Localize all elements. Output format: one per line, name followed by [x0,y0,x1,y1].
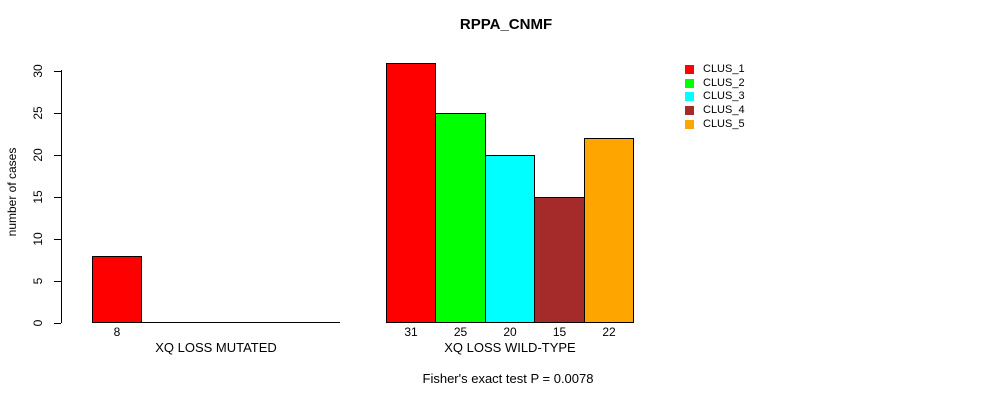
group-label: XQ LOSS WILD-TYPE [444,340,576,355]
bar-value-label: 31 [404,325,418,339]
y-tick [54,281,61,282]
bar [485,155,535,323]
y-tick [54,239,61,240]
legend-label: CLUS_2 [703,77,745,89]
y-tick [54,71,61,72]
bar-zero-line [290,322,340,323]
bar [534,197,585,323]
y-tick-label: 10 [31,232,45,246]
group-label: XQ LOSS MUTATED [155,340,277,355]
bar-value-label: 15 [552,325,567,339]
legend-label: CLUS_4 [703,104,745,116]
legend-label: CLUS_1 [703,63,745,75]
bar [584,138,634,323]
bar-value-label: 8 [113,325,121,339]
y-axis-label: number of cases [5,147,19,237]
bar [92,256,142,323]
legend-swatch [685,120,694,129]
y-tick [54,197,61,198]
bar-zero-line [191,322,241,323]
y-tick [54,113,61,114]
bar-zero-line [141,322,192,323]
chart-title: RPPA_CNMF [459,16,553,33]
legend-label: CLUS_5 [703,118,745,130]
y-axis-line [61,70,62,323]
legend-swatch [685,79,694,88]
bar [435,113,486,323]
bar [386,63,436,323]
y-tick-label: 30 [31,64,45,78]
legend-label: CLUS_3 [703,90,745,102]
legend-swatch [685,92,694,101]
legend-swatch [685,106,694,115]
y-tick-label: 20 [31,148,45,162]
bar-zero-line [240,322,291,323]
y-tick-label: 25 [31,106,45,120]
y-tick-label: 15 [31,190,45,204]
y-tick-label: 0 [31,319,45,327]
y-tick-label: 5 [31,277,45,285]
footer-annotation: Fisher's exact test P = 0.0078 [422,371,594,386]
y-tick [54,155,61,156]
bar-value-label: 25 [453,325,468,339]
y-tick [54,323,61,324]
bar-value-label: 22 [602,325,616,339]
legend-swatch [685,65,694,74]
bar-value-label: 20 [503,325,517,339]
